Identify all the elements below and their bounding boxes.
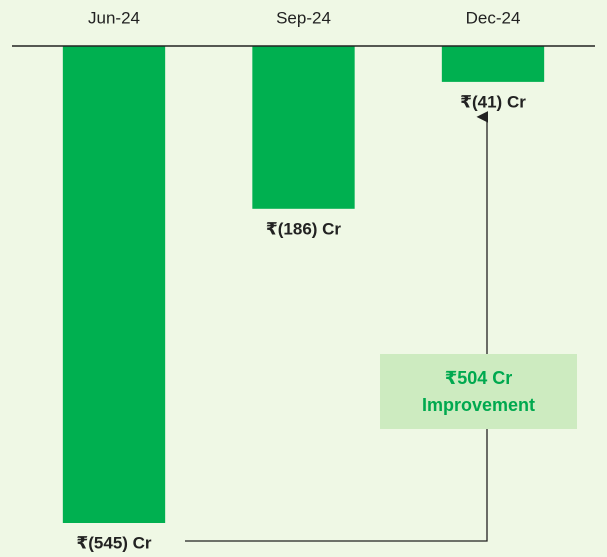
bar [441, 46, 545, 82]
bar [252, 46, 355, 209]
x-tick-label: Sep-24 [276, 8, 331, 27]
bar [62, 46, 166, 523]
connector-arrow [185, 111, 489, 542]
x-tick-label: Dec-24 [466, 8, 521, 27]
value-label: ₹(545) Cr [76, 533, 152, 552]
annotation-box [380, 354, 577, 429]
value-label: ₹(186) Cr [266, 219, 342, 238]
annotation-text: ₹504 Cr [445, 368, 513, 388]
x-tick-label: Jun-24 [88, 8, 140, 27]
value-label: ₹(41) Cr [460, 92, 526, 111]
annotation-text: Improvement [422, 395, 535, 415]
